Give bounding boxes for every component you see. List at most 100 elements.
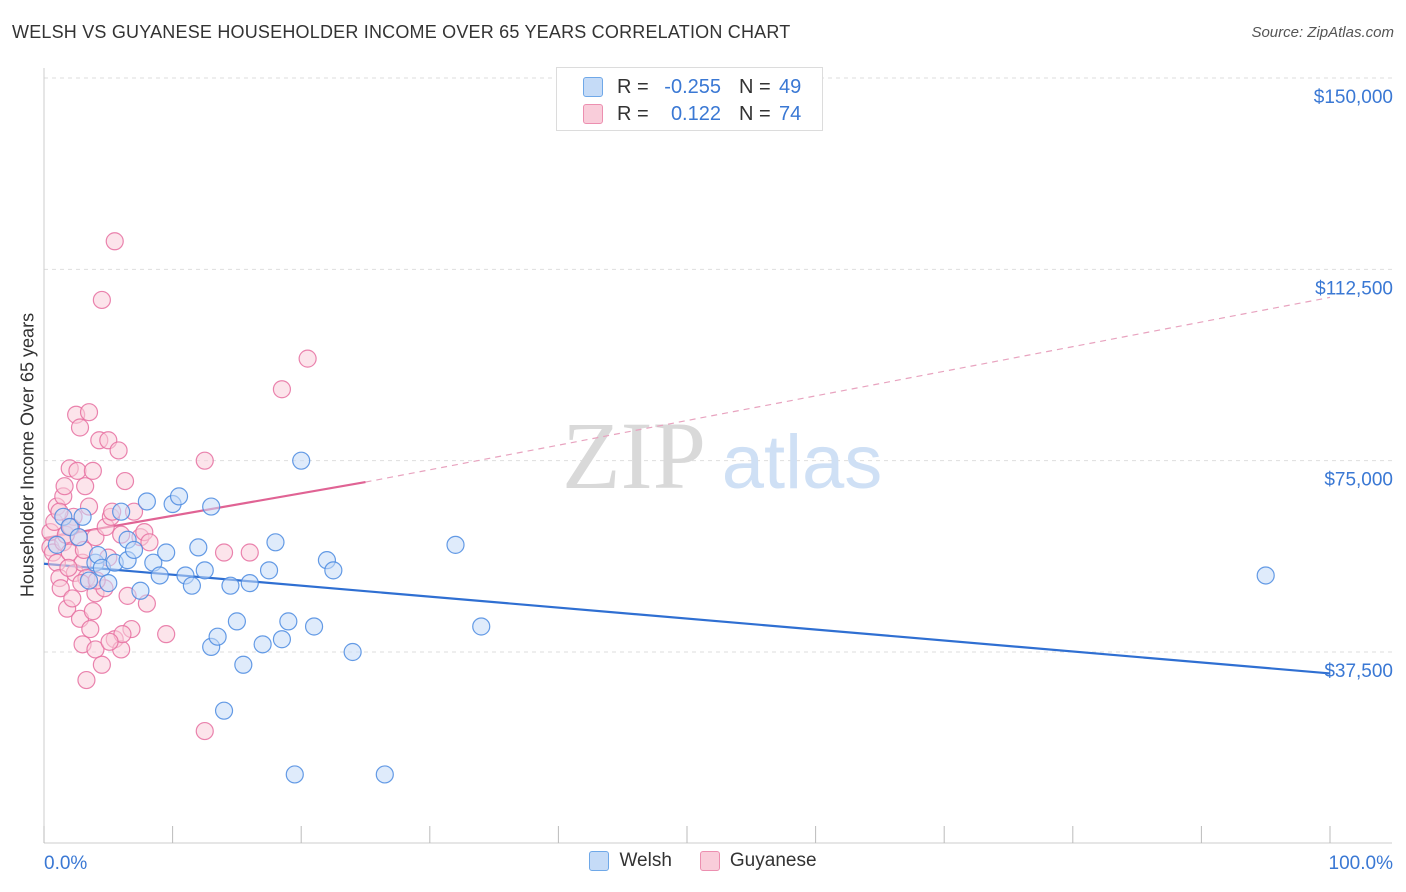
data-point-guyanese (86, 640, 105, 659)
chart-title: WELSH VS GUYANESE HOUSEHOLDER INCOME OVE… (12, 22, 791, 42)
data-point-welsh (304, 617, 324, 636)
data-point-welsh (472, 617, 491, 636)
data-point-welsh (137, 492, 156, 511)
legend-r-label: R = (617, 75, 649, 98)
data-point-welsh (124, 540, 144, 560)
data-point-welsh (131, 581, 150, 600)
legend-swatch-welsh (589, 851, 610, 871)
data-point-welsh (234, 655, 253, 674)
data-point-welsh (266, 533, 285, 552)
data-point-guyanese (109, 441, 128, 460)
data-point-welsh (202, 497, 221, 516)
data-point-guyanese (100, 632, 119, 651)
data-point-welsh (112, 502, 131, 521)
legend-item-welsh: Welsh (589, 850, 672, 872)
data-point-welsh (285, 765, 304, 784)
legend-swatch-guyanese (583, 104, 603, 124)
legend-item-guyanese: Guyanese (699, 850, 817, 872)
legend-r-value: 0.122 (670, 102, 721, 125)
legend-label-welsh: Welsh (619, 850, 672, 871)
data-point-guyanese (105, 232, 124, 251)
data-point-welsh (343, 642, 362, 662)
y-axis-label: Householder Income Over 65 years (17, 312, 38, 598)
correlation-legend: R = -0.255 N = 49 R = 0.122 N = 74 (556, 67, 823, 131)
data-point-welsh (446, 535, 465, 554)
watermark-atlas: atlas (722, 420, 883, 505)
data-point-welsh (169, 487, 189, 506)
axes (43, 68, 1392, 844)
legend-row-guyanese: R = 0.122 N = 74 (557, 100, 801, 128)
data-point-welsh (324, 561, 343, 580)
data-point-guyanese (83, 602, 102, 621)
data-point-welsh (253, 635, 272, 654)
legend-swatch-guyanese (699, 851, 720, 871)
data-point-welsh (272, 630, 292, 649)
y-tick-label: $37,500 (1324, 661, 1393, 682)
legend-row-welsh: R = -0.255 N = 49 (557, 73, 801, 101)
data-point-welsh (240, 574, 259, 593)
data-point-welsh (150, 566, 169, 585)
data-point-guyanese (272, 380, 292, 399)
data-point-welsh (259, 561, 279, 580)
data-point-guyanese (81, 619, 100, 639)
data-point-welsh (1256, 566, 1275, 585)
data-point-guyanese (83, 461, 102, 480)
data-point-guyanese (55, 477, 74, 496)
data-point-guyanese (70, 418, 90, 437)
data-point-welsh (208, 627, 227, 646)
data-point-welsh (292, 451, 311, 470)
data-point-guyanese (240, 543, 259, 562)
tick-labels: $37,500 $75,000 $112,500 $150,000 0.0% 100.0% (44, 87, 1393, 874)
data-point-guyanese (157, 625, 176, 644)
data-point-guyanese (63, 589, 82, 608)
data-point-guyanese (59, 558, 78, 577)
legend-r-value: -0.255 (664, 75, 721, 98)
data-point-guyanese (195, 721, 214, 741)
data-point-welsh (79, 571, 99, 590)
chart-source: Source: ZipAtlas.com (1251, 24, 1394, 41)
data-point-welsh (195, 561, 214, 580)
watermark: ZIP atlas (562, 402, 882, 509)
legend-n-label: N = (739, 102, 771, 125)
legend-r-label: R = (617, 102, 649, 125)
data-point-guyanese (76, 477, 95, 496)
y-tick-label: $150,000 (1314, 87, 1393, 108)
trendline-guyanese-extension (365, 296, 1331, 483)
data-points (41, 232, 1275, 784)
data-point-welsh (279, 612, 298, 631)
data-point-welsh (227, 612, 246, 631)
data-point-welsh (47, 535, 66, 554)
x-tick-label: 100.0% (1329, 853, 1394, 874)
data-point-guyanese (214, 543, 234, 562)
data-point-guyanese (195, 451, 214, 470)
y-tick-label: $75,000 (1324, 470, 1393, 491)
gridlines (44, 77, 1392, 653)
legend-n-value: 49 (779, 75, 802, 98)
data-point-guyanese (140, 533, 159, 552)
legend-label-guyanese: Guyanese (729, 850, 817, 871)
data-point-guyanese (51, 579, 70, 598)
data-point-welsh (214, 701, 234, 720)
data-point-welsh (99, 574, 118, 593)
data-point-guyanese (115, 471, 135, 491)
data-point-welsh (69, 528, 88, 547)
legend-n-label: N = (739, 75, 771, 98)
data-point-guyanese (79, 403, 99, 422)
data-point-guyanese (298, 349, 317, 368)
data-point-guyanese (68, 461, 87, 480)
x-tick-label: 0.0% (44, 853, 87, 874)
data-point-guyanese (92, 655, 111, 674)
data-point-guyanese (92, 290, 111, 310)
data-point-welsh (157, 543, 176, 562)
data-point-welsh (189, 538, 208, 557)
data-point-guyanese (77, 670, 96, 690)
data-point-welsh (375, 765, 394, 784)
data-point-welsh (221, 576, 240, 595)
y-tick-label: $112,500 (1315, 278, 1393, 299)
watermark-zip: ZIP (562, 402, 706, 509)
series-legend: Welsh Guyanese (0, 850, 1406, 872)
data-point-welsh (73, 507, 92, 526)
data-point-welsh (182, 576, 201, 595)
legend-n-value: 74 (779, 102, 802, 125)
